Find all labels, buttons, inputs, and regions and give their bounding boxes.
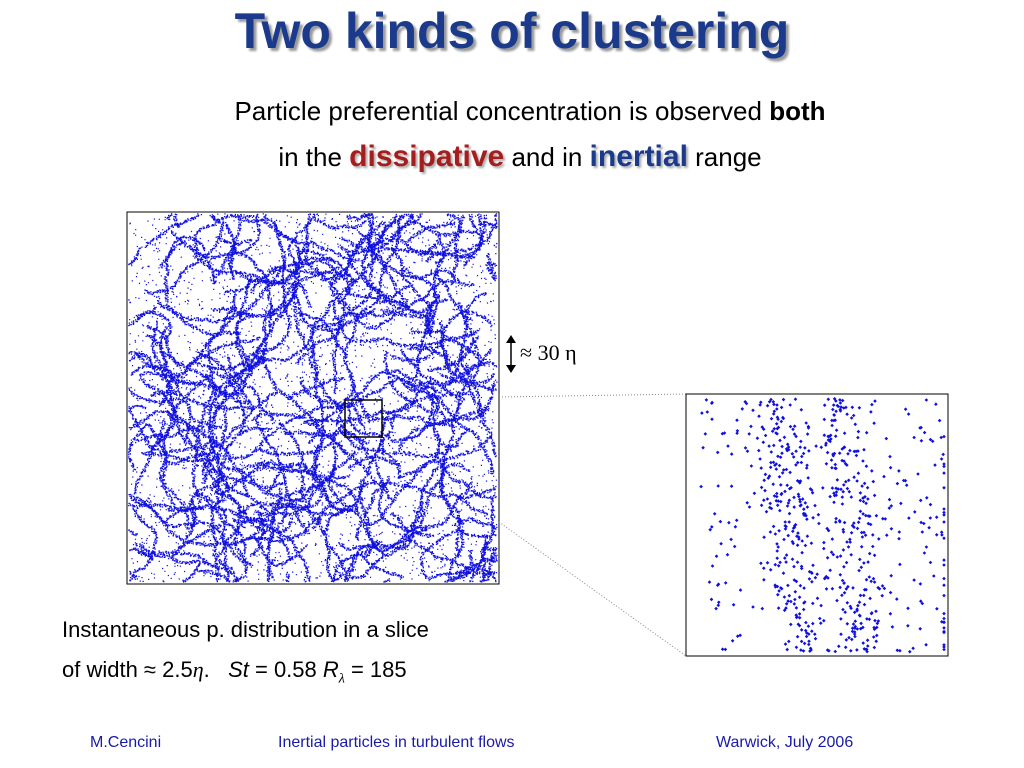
footer-topic: Inertial particles in turbulent flows [278, 734, 515, 751]
particle-field [128, 213, 498, 583]
subtitle-line: Particle preferential concentration is o… [0, 96, 1024, 127]
text: and in [504, 142, 590, 172]
text: Particle preferential concentration is o… [234, 96, 770, 126]
zoom-line [498, 393, 687, 398]
slide-title: Two kinds of clustering [234, 3, 790, 59]
symbol: St [228, 657, 249, 682]
symbol: η [192, 657, 204, 682]
caption-line: of width ≈ 2.5η. St = 0.58 Rλ = 185 [62, 657, 407, 687]
emphasis: dissipative [349, 140, 505, 173]
zoom-line [498, 521, 687, 657]
text: range [687, 142, 762, 172]
subscript: λ [338, 671, 345, 687]
footer-venue: Warwick, July 2006 [716, 734, 854, 751]
emphasis: inertial [589, 140, 688, 173]
footer-author: M.Cencini [90, 734, 162, 751]
scale-label: ≈ 30 η [520, 340, 577, 365]
text: = 0.58 [248, 657, 323, 682]
scale-arrow [506, 335, 516, 373]
emphasis: both [769, 96, 826, 126]
symbol: R [322, 657, 339, 682]
zoom-frame [685, 393, 949, 657]
text: of width ≈ 2.5 [62, 657, 193, 682]
text: = 185 [344, 657, 407, 682]
subtitle-line: in the dissipative and in inertial range [0, 140, 1024, 174]
zoom-box [344, 399, 383, 438]
text: . [203, 657, 229, 682]
particle-zoom [699, 397, 946, 654]
caption-line: Instantaneous p. distribution in a slice [62, 617, 429, 642]
text: in the [278, 142, 350, 172]
